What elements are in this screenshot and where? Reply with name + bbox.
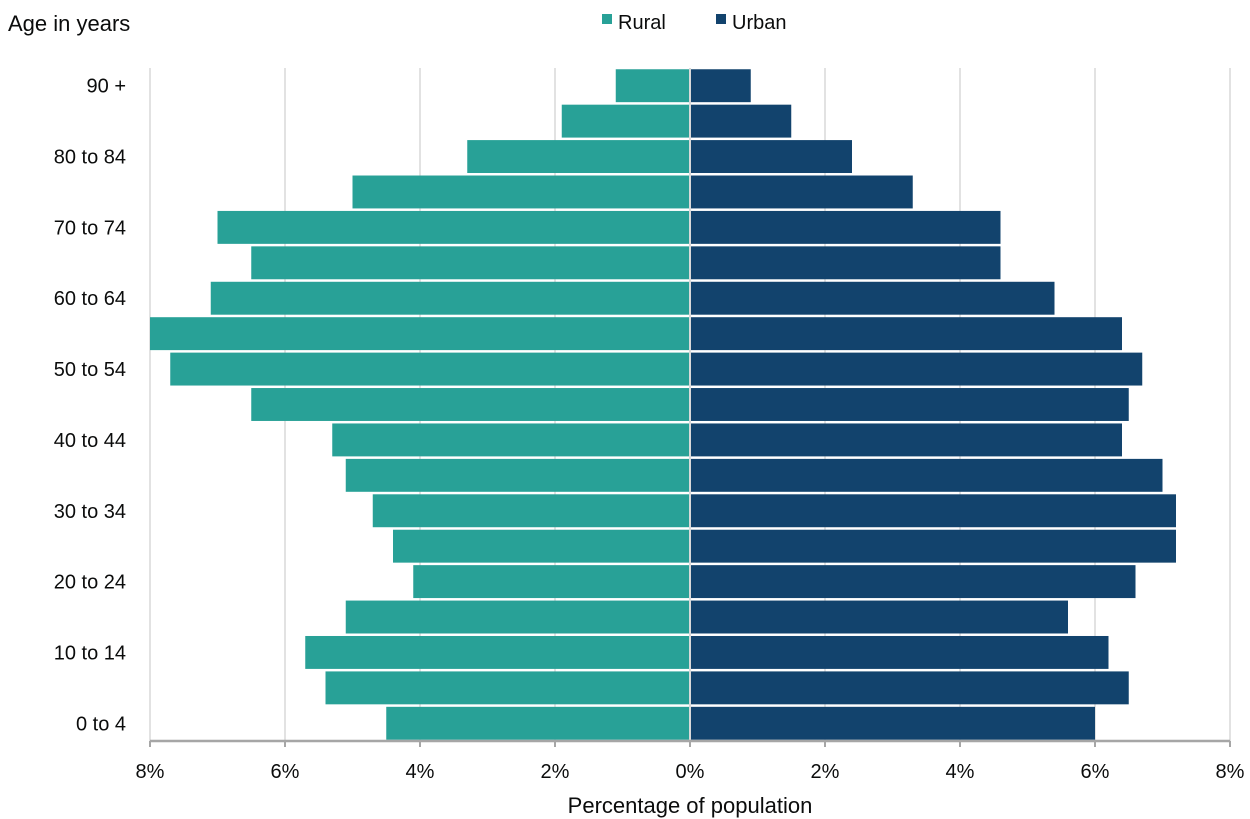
bar-rural-85-to-89 <box>561 104 690 138</box>
y-tick-label: 70 to 74 <box>54 217 126 239</box>
bar-urban-40-to-44 <box>690 423 1122 457</box>
x-tick-label: 8% <box>1216 761 1245 783</box>
x-tick-label: 2% <box>811 761 840 783</box>
bar-urban-60-to-64 <box>690 281 1055 315</box>
bar-urban-30-to-34 <box>690 494 1176 528</box>
bar-rural-0-to-4 <box>386 706 690 740</box>
x-tick-label: 6% <box>271 761 300 783</box>
bar-urban-55-to-59 <box>690 317 1122 351</box>
bar-urban-10-to-14 <box>690 635 1109 669</box>
bar-urban-85-to-89 <box>690 104 792 138</box>
bar-rural-45-to-49 <box>251 388 690 421</box>
bar-rural-35-to-39 <box>345 458 690 492</box>
x-tick-label: 0% <box>676 761 705 783</box>
bar-urban-75-to-79 <box>690 175 913 209</box>
y-tick-label: 0 to 4 <box>76 713 126 735</box>
y-tick-label: 40 to 44 <box>54 430 126 452</box>
bar-rural-30-to-34 <box>372 494 690 528</box>
bar-urban-45-to-49 <box>690 388 1129 421</box>
legend-label-rural: Rural <box>618 12 666 34</box>
bar-urban-5-to-9 <box>690 671 1129 705</box>
bar-rural-75-to-79 <box>352 175 690 209</box>
bar-rural-55-to-59 <box>150 317 690 351</box>
bar-urban-20-to-24 <box>690 565 1136 599</box>
bar-rural-40-to-44 <box>332 423 690 457</box>
y-tick-label: 60 to 64 <box>54 288 126 310</box>
bar-rural-20-to-24 <box>413 565 690 599</box>
bar-rural-65-to-69 <box>251 246 690 280</box>
bar-urban-0-to-4 <box>690 706 1095 740</box>
bar-urban-50-to-54 <box>690 352 1143 386</box>
x-tick-label: 8% <box>136 761 165 783</box>
bar-urban-15-to-19 <box>690 600 1068 634</box>
bar-urban-65-to-69 <box>690 246 1001 280</box>
y-tick-label: 30 to 34 <box>54 501 126 523</box>
bar-rural-80-to-84 <box>467 140 690 174</box>
y-tick-label: 50 to 54 <box>54 359 126 381</box>
y-tick-label: 10 to 14 <box>54 642 126 664</box>
bar-rural-70-to-74 <box>217 210 690 244</box>
x-tick-labels: 8% 6% 4% 2% 0% 2% 4% 6% 8% <box>136 761 1245 783</box>
bar-rural-10-to-14 <box>305 635 690 669</box>
x-tick-label: 2% <box>541 761 570 783</box>
axes <box>149 68 1231 747</box>
bar-rural-90-plus <box>615 69 690 103</box>
bar-rural-15-to-19 <box>345 600 690 634</box>
y-tick-labels: 90 + 80 to 84 70 to 74 60 to 64 50 to 54 40 t… <box>54 76 126 736</box>
legend-swatch-urban <box>716 14 726 24</box>
bar-rural-50-to-54 <box>170 352 690 386</box>
x-tick-label: 4% <box>946 761 975 783</box>
bar-urban-90-plus <box>690 69 751 103</box>
bar-urban-70-to-74 <box>690 210 1001 244</box>
bar-rural-60-to-64 <box>210 281 690 315</box>
legend-label-urban: Urban <box>732 12 786 34</box>
legend: Rural Urban <box>602 12 786 34</box>
bar-urban-35-to-39 <box>690 458 1163 492</box>
bar-rural-5-to-9 <box>325 671 690 705</box>
y-axis-title: Age in years <box>8 11 130 36</box>
y-tick-label: 90 + <box>87 76 126 98</box>
x-axis-title: Percentage of population <box>568 793 813 818</box>
bar-rural-25-to-29 <box>393 529 690 563</box>
x-tick-label: 4% <box>406 761 435 783</box>
x-tick-label: 6% <box>1081 761 1110 783</box>
bar-urban-25-to-29 <box>690 529 1176 563</box>
y-tick-label: 20 to 24 <box>54 572 126 594</box>
y-tick-label: 80 to 84 <box>54 147 126 169</box>
bars <box>150 69 1176 740</box>
legend-swatch-rural <box>602 14 612 24</box>
bar-urban-80-to-84 <box>690 140 852 174</box>
